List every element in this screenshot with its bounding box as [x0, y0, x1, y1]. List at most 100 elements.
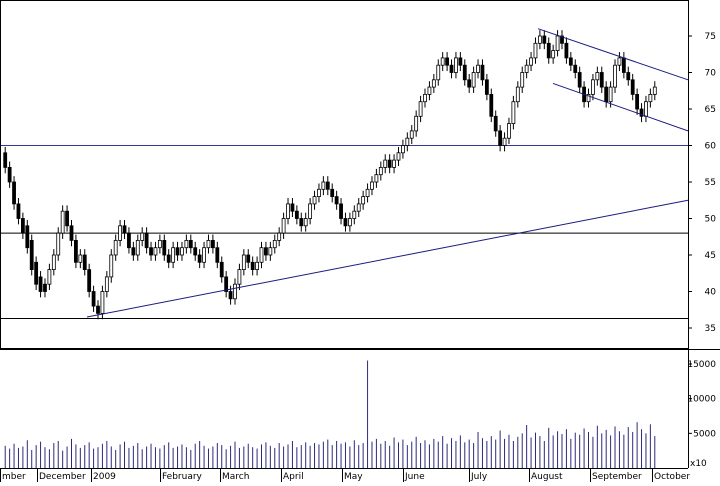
candle-body — [493, 115, 498, 132]
x-tick-label: mber — [2, 472, 26, 482]
candle-body — [414, 115, 419, 132]
x-tick-label: February — [162, 472, 203, 482]
candle-body — [294, 210, 299, 219]
candle-body — [34, 261, 39, 285]
price-tick-label: 45 — [705, 251, 716, 261]
candle-body — [268, 247, 273, 256]
candle-body — [131, 247, 136, 256]
candle-body — [551, 50, 556, 59]
candle-body — [157, 239, 162, 249]
x-tick-label: 2009 — [93, 472, 116, 482]
candle-body — [162, 239, 167, 256]
volume-panel — [4, 360, 656, 468]
candle-body — [352, 210, 357, 219]
candle-body — [317, 188, 321, 198]
candle-body — [259, 247, 264, 263]
candle-body — [476, 64, 480, 73]
price-tick-label: 35 — [705, 324, 716, 334]
candle-body — [166, 254, 171, 263]
candle-body — [175, 247, 180, 256]
candle-body — [38, 276, 43, 292]
candle-body — [520, 72, 525, 88]
candle-body — [321, 181, 326, 190]
candle-body — [524, 64, 529, 73]
candle-body — [347, 218, 352, 227]
trend-line — [537, 28, 689, 81]
trend-line — [86, 199, 689, 318]
candle-body — [599, 72, 604, 88]
candle-body — [626, 72, 631, 81]
x-tick-label: September — [592, 472, 642, 482]
candle-body — [458, 57, 463, 66]
candle-body — [246, 254, 251, 263]
candle-body — [356, 203, 361, 212]
candle-body — [644, 101, 648, 117]
candle-body — [219, 261, 224, 278]
candle-body — [193, 247, 198, 256]
candle-body — [96, 305, 100, 314]
price-tick-label: 40 — [705, 288, 717, 298]
candle-body — [202, 247, 206, 263]
candle-body — [286, 203, 290, 219]
price-panel-border — [0, 0, 689, 349]
candle-body — [180, 247, 184, 256]
candle-body — [604, 86, 609, 103]
candle-body — [533, 42, 538, 59]
candle-body — [290, 203, 295, 212]
candle-body — [378, 166, 383, 176]
x-tick-label: March — [222, 472, 249, 482]
candle-body — [401, 145, 405, 154]
candle-body — [233, 283, 237, 300]
candle-body — [43, 283, 47, 292]
x-tick-label: July — [470, 472, 488, 482]
candle-body — [60, 210, 65, 234]
candle-body — [224, 276, 229, 292]
candle-body — [104, 276, 109, 292]
candle-body — [153, 247, 158, 256]
candle-body — [308, 203, 313, 219]
candle-body — [630, 79, 635, 95]
candle-body — [299, 218, 304, 227]
x-tick-label: May — [344, 472, 363, 482]
candle-body — [25, 225, 30, 249]
candle-body — [537, 35, 542, 44]
candle-body — [370, 181, 374, 190]
candle-body — [228, 291, 233, 300]
candle-body — [392, 159, 396, 168]
candle-body — [237, 269, 242, 285]
candle-body — [462, 64, 467, 81]
candle-body — [564, 42, 569, 59]
price-tick-label: 50 — [705, 215, 717, 225]
candle-body — [374, 174, 379, 183]
candle-body — [467, 79, 472, 88]
candle-body — [281, 218, 286, 234]
candle-body — [12, 181, 16, 205]
candle-body — [591, 79, 595, 95]
candle-body — [135, 239, 140, 256]
price-panel — [0, 28, 689, 320]
candle-body — [184, 239, 189, 249]
candle-body — [325, 181, 330, 190]
volume-tick-label: 5000 — [693, 429, 716, 439]
candle-body — [312, 196, 317, 205]
candle-body — [621, 57, 626, 73]
candle-body — [127, 232, 131, 249]
candle-body — [47, 269, 52, 285]
candle-body — [546, 42, 551, 59]
candle-body — [51, 254, 56, 271]
candle-body — [639, 108, 644, 117]
candle-body — [82, 254, 87, 271]
candle-body — [334, 196, 339, 205]
candle-body — [560, 35, 564, 44]
candle-body — [445, 57, 450, 66]
candle-body — [405, 137, 410, 146]
candle-body — [436, 64, 441, 81]
candle-body — [144, 232, 149, 249]
price-tick-label: 70 — [705, 69, 717, 79]
candle-body — [250, 261, 255, 270]
candle-body — [197, 254, 202, 263]
candle-body — [635, 94, 640, 110]
